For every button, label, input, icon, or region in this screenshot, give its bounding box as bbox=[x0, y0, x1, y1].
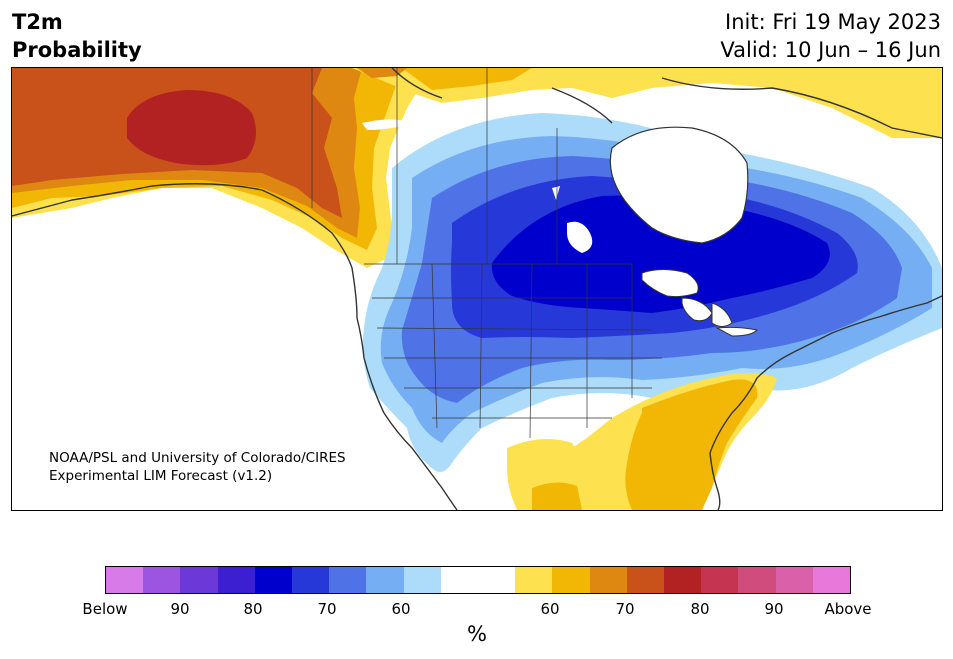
colorbar-segment bbox=[292, 567, 330, 593]
credit-line-1: NOAA/PSL and University of Colorado/CIRE… bbox=[49, 450, 346, 466]
colorbar-segment bbox=[366, 567, 404, 593]
credit-text: NOAA/PSL and University of Colorado/CIRE… bbox=[49, 449, 346, 485]
colorbar-tick-label: 70 bbox=[615, 600, 635, 618]
colorbar-tick-label: 70 bbox=[317, 600, 337, 618]
hudson-bay bbox=[609, 126, 749, 244]
colorbar-tick-label: Above bbox=[824, 600, 872, 618]
warm-patch-north-gold bbox=[402, 68, 532, 90]
init-date: Init: Fri 19 May 2023 bbox=[725, 10, 941, 34]
colorbar-unit: % bbox=[467, 622, 487, 646]
warm-core-nw bbox=[127, 90, 256, 166]
probability-map bbox=[11, 67, 943, 511]
colorbar-tick-label: 80 bbox=[690, 600, 710, 618]
forecast-dates: Init: Fri 19 May 2023 Valid: 10 Jun – 16… bbox=[720, 8, 941, 64]
colorbar-segment bbox=[217, 567, 255, 593]
colorbar-tick-label: 80 bbox=[243, 600, 263, 618]
colorbar-segment bbox=[106, 567, 144, 593]
colorbar-segment bbox=[589, 567, 627, 593]
colorbar-segment bbox=[775, 567, 813, 593]
colorbar-tick-label: 90 bbox=[764, 600, 784, 618]
colorbar-tick-label: 90 bbox=[170, 600, 190, 618]
colorbar-segment bbox=[180, 567, 218, 593]
colorbar-segment bbox=[738, 567, 776, 593]
map-canvas bbox=[12, 68, 942, 510]
colorbar-tick-label: Below bbox=[82, 600, 128, 618]
title-line-1: T2m bbox=[12, 10, 63, 34]
colorbar bbox=[105, 566, 851, 594]
colorbar-segment bbox=[701, 567, 739, 593]
colorbar-segment bbox=[403, 567, 441, 593]
colorbar-segment bbox=[478, 567, 516, 593]
warm-patch-mexico-gold bbox=[532, 482, 582, 510]
colorbar-segment bbox=[664, 567, 702, 593]
valid-dates: Valid: 10 Jun – 16 Jun bbox=[720, 38, 941, 62]
credit-line-2: Experimental LIM Forecast (v1.2) bbox=[49, 468, 273, 484]
colorbar-segment bbox=[440, 567, 479, 593]
colorbar-segment bbox=[812, 567, 851, 593]
colorbar-tick-label: 60 bbox=[540, 600, 560, 618]
title-line-2: Probability bbox=[12, 38, 142, 62]
great-lakes bbox=[641, 269, 758, 337]
colorbar-tick-label: 60 bbox=[391, 600, 411, 618]
coastlines bbox=[12, 68, 942, 510]
colorbar-segment bbox=[552, 567, 590, 593]
canadian-lakes bbox=[362, 119, 593, 253]
warm-patch-north bbox=[352, 68, 942, 138]
state-borders bbox=[311, 68, 662, 439]
colorbar-segment bbox=[626, 567, 665, 593]
colorbar-segment bbox=[329, 567, 367, 593]
colorbar-segment bbox=[515, 567, 553, 593]
colorbar-segment bbox=[143, 567, 181, 593]
map-title: T2m Probability bbox=[12, 8, 142, 64]
warm-band-gold-se bbox=[625, 379, 758, 510]
colorbar-segment bbox=[254, 567, 293, 593]
